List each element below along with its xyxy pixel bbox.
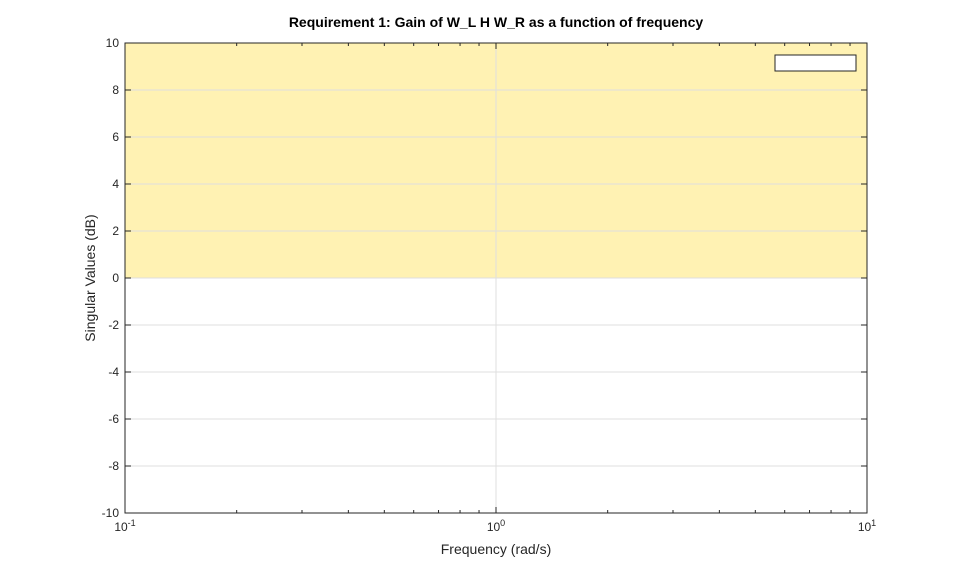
y-axis-label: Singular Values (dB) [82, 214, 98, 341]
y-tick-label: -2 [108, 318, 119, 332]
x-tick-label: 10-1 [114, 518, 135, 534]
x-tick-labels: 10-1 100 101 [114, 518, 876, 534]
y-tick-label: -8 [108, 459, 119, 473]
y-tick-label: 2 [112, 224, 119, 238]
y-tick-label: 10 [106, 36, 120, 50]
x-axis-label: Frequency (rad/s) [441, 541, 551, 557]
chart-title: Requirement 1: Gain of W_L H W_R as a fu… [289, 14, 704, 30]
x-tick-label: 101 [858, 518, 876, 534]
y-tick-label: 8 [112, 83, 119, 97]
x-tick-label: 100 [487, 518, 505, 534]
ticks-layer [124, 42, 868, 514]
y-tick-label: 0 [112, 271, 119, 285]
y-tick-label: 6 [112, 130, 119, 144]
legend-box[interactable] [774, 54, 857, 72]
plot-area[interactable] [124, 42, 868, 514]
y-tick-label: 4 [112, 177, 119, 191]
y-tick-labels: -10 -8 -6 -4 -2 0 2 4 6 8 10 [102, 36, 120, 520]
y-tick-label: -4 [108, 365, 119, 379]
y-tick-label: -10 [102, 506, 120, 520]
y-tick-label: -6 [108, 412, 119, 426]
grid-layer [125, 43, 867, 513]
